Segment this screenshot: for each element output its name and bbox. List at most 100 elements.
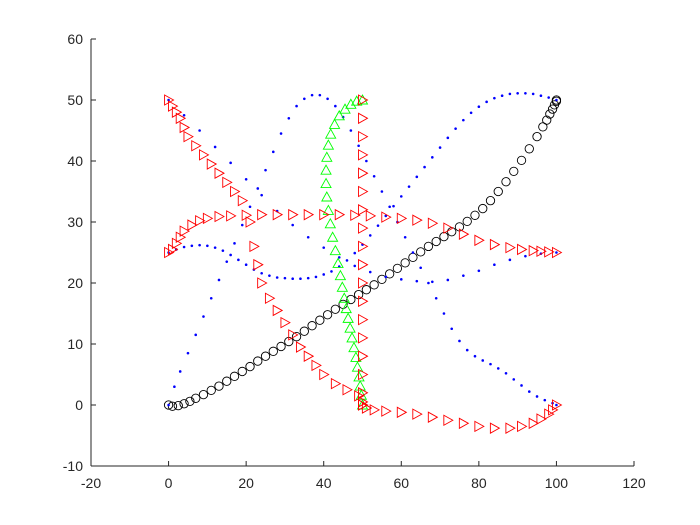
triangle-up-marker xyxy=(353,371,365,382)
y-tick-label: 30 xyxy=(67,214,83,230)
dot-marker xyxy=(469,111,473,115)
triangle-right-marker xyxy=(358,130,369,143)
triangle-right-marker xyxy=(358,149,369,161)
dot-marker xyxy=(516,91,519,95)
triangle-right-marker xyxy=(183,130,194,143)
dot-marker xyxy=(353,251,357,255)
y-tick-label: 20 xyxy=(67,275,83,291)
triangle-right-marker xyxy=(412,408,423,420)
triangle-right-marker xyxy=(548,404,559,416)
triangle-up-marker xyxy=(342,312,354,323)
dot-marker xyxy=(458,339,461,343)
dot-marker xyxy=(508,92,512,96)
data-marks xyxy=(163,91,563,434)
dot-marker xyxy=(178,370,182,373)
dot-marker xyxy=(190,244,194,248)
dot-marker xyxy=(279,132,283,135)
circle-marker xyxy=(551,95,562,105)
triangle-up-marker xyxy=(321,151,333,162)
triangle-right-marker xyxy=(167,243,179,256)
dot-marker xyxy=(415,279,419,283)
triangle-up-marker xyxy=(351,361,364,372)
triangle-right-marker xyxy=(202,212,214,225)
triangle-right-marker xyxy=(167,100,179,112)
dot-marker xyxy=(221,249,225,252)
triangle-right-marker xyxy=(214,210,225,223)
x-tick-label: 40 xyxy=(316,475,332,491)
circle-marker xyxy=(431,236,441,247)
triangle-right-marker xyxy=(544,408,555,420)
triangle-right-marker xyxy=(206,158,218,170)
dot-marker xyxy=(182,245,186,249)
triangle-up-marker xyxy=(348,341,360,353)
dot-marker xyxy=(330,270,333,273)
dot-marker xyxy=(547,96,550,99)
dot-marker xyxy=(485,100,488,104)
dot-marker xyxy=(411,251,415,254)
dot-marker xyxy=(454,127,457,130)
triangle-right-marker xyxy=(427,217,439,229)
triangle-right-marker xyxy=(474,420,485,433)
triangle-right-marker xyxy=(350,209,361,222)
dot-marker xyxy=(291,277,294,281)
circle-marker xyxy=(439,231,449,242)
dot-marker xyxy=(287,117,291,120)
triangle-up-marker xyxy=(350,95,363,106)
triangle-right-marker xyxy=(199,149,210,161)
dot-marker xyxy=(244,263,248,267)
dot-marker xyxy=(376,224,380,227)
triangle-right-marker xyxy=(358,277,369,289)
dot-marker xyxy=(233,242,236,245)
triangle-up-marker xyxy=(324,128,337,139)
circle-marker xyxy=(384,269,395,279)
dot-marker xyxy=(229,253,232,257)
circle-marker xyxy=(245,361,255,372)
dot-marker xyxy=(365,159,368,163)
triangle-right-marker xyxy=(551,399,563,411)
circle-marker xyxy=(291,332,302,342)
dot-marker xyxy=(206,244,209,248)
dot-marker xyxy=(306,235,310,239)
dot-marker xyxy=(442,312,446,315)
y-tick-label: 60 xyxy=(67,31,83,47)
dot-marker xyxy=(388,205,391,209)
y-tick-label: -10 xyxy=(63,458,83,474)
x-tick-label: 80 xyxy=(471,475,487,491)
triangle-right-marker xyxy=(311,359,322,372)
dot-marker xyxy=(431,280,434,284)
triangle-right-marker xyxy=(358,167,369,179)
dot-marker xyxy=(299,277,302,281)
dot-marker xyxy=(337,256,341,259)
circle-marker xyxy=(493,186,503,197)
triangle-up-marker xyxy=(326,231,339,242)
triangle-right-marker xyxy=(517,243,528,256)
circle-marker xyxy=(198,389,209,400)
dot-marker xyxy=(306,276,310,280)
triangle-right-marker xyxy=(358,350,369,362)
circle-marker xyxy=(501,177,511,187)
circle-marker xyxy=(408,252,418,263)
dot-marker xyxy=(291,223,294,227)
dot-marker xyxy=(256,187,260,190)
dot-marker xyxy=(512,378,516,381)
circle-marker xyxy=(377,274,387,284)
triangle-up-marker xyxy=(346,331,358,343)
dot-marker xyxy=(326,97,329,101)
triangle-right-marker xyxy=(249,240,260,253)
triangle-right-marker xyxy=(443,222,454,234)
dot-marker xyxy=(349,129,353,132)
circle-marker xyxy=(185,396,195,406)
dot-marker xyxy=(407,185,411,188)
circle-marker xyxy=(532,131,542,142)
circle-marker xyxy=(545,109,555,119)
triangle-up-marker xyxy=(320,177,332,189)
circle-marker xyxy=(268,346,278,356)
triangle-right-marker xyxy=(195,215,206,227)
triangle-right-marker xyxy=(458,228,470,240)
dot-marker xyxy=(237,258,240,262)
dot-marker xyxy=(167,403,170,407)
dot-marker xyxy=(275,276,279,279)
dot-marker xyxy=(431,156,434,159)
triangle-right-marker xyxy=(342,383,353,396)
